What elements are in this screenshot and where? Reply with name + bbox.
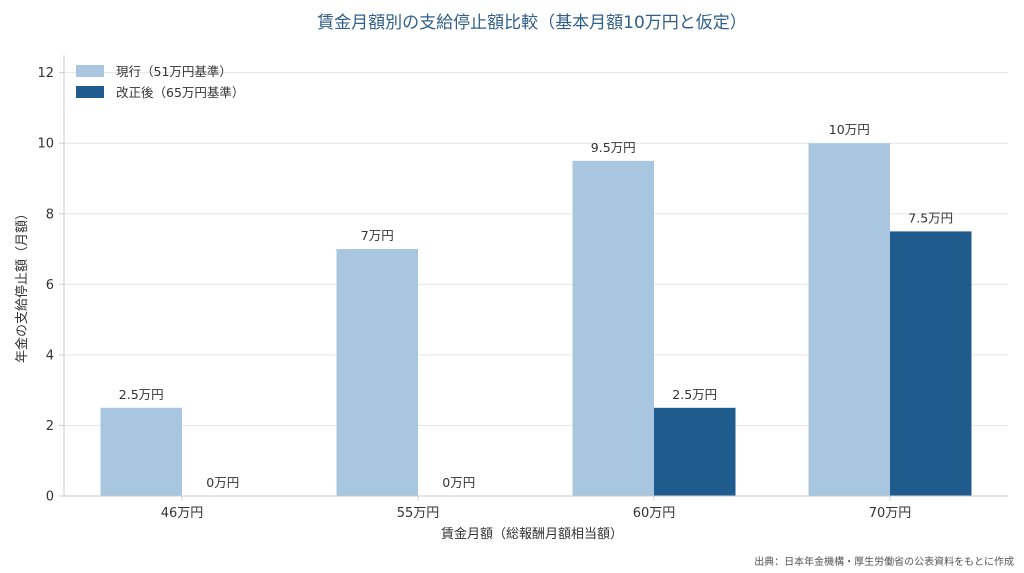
data-label: 2.5万円: [672, 387, 717, 402]
y-tick-label: 8: [46, 207, 54, 222]
y-tick-label: 12: [37, 66, 54, 81]
bar-revised: [890, 231, 972, 496]
legend-label-revised: 改正後（65万円基準）: [116, 85, 244, 100]
y-axis-label: 年金の支給停止額（月額）: [14, 207, 30, 363]
data-label: 7.5万円: [908, 210, 953, 225]
bar-current: [336, 249, 418, 496]
y-axis-ticks: 0 2 4 6 8 10 12: [37, 66, 64, 505]
x-axis-label: 賃金月額（総報酬月額相当額）: [441, 526, 623, 542]
legend-swatch-revised: [76, 86, 104, 98]
data-label: 0万円: [442, 475, 475, 490]
legend-swatch-current: [76, 65, 104, 77]
data-label: 7万円: [361, 228, 394, 243]
y-tick-label: 4: [46, 348, 54, 363]
y-tick-label: 6: [46, 278, 54, 293]
y-tick-label: 2: [46, 419, 54, 434]
bar-revised: [654, 407, 736, 496]
y-tick-label: 0: [46, 490, 54, 505]
x-axis-ticks: 46万円 55万円 60万円 70万円: [161, 496, 912, 521]
bar-current: [572, 160, 654, 496]
chart-title: 賃金月額別の支給停止額比較（基本月額10万円と仮定）: [317, 13, 747, 33]
bar-current: [808, 143, 890, 496]
data-label: 0万円: [206, 475, 239, 490]
source-note: 出典：日本年金機構・厚生労働省の公表資料をもとに作成: [754, 555, 1014, 568]
legend-label-current: 現行（51万円基準）: [116, 64, 232, 79]
bars: [100, 143, 972, 496]
data-label: 9.5万円: [591, 140, 636, 155]
x-tick-label: 55万円: [397, 506, 440, 521]
data-labels: 2.5万円 0万円 7万円 0万円 9.5万円 2.5万円 10万円 7.5万円: [119, 122, 953, 490]
data-label: 10万円: [829, 122, 870, 137]
x-tick-label: 70万円: [869, 506, 912, 521]
y-tick-label: 10: [37, 137, 54, 152]
bar-current: [100, 407, 182, 496]
data-label: 2.5万円: [119, 387, 164, 402]
x-tick-label: 46万円: [161, 506, 204, 521]
legend: 現行（51万円基準） 改正後（65万円基準）: [76, 64, 244, 100]
x-tick-label: 60万円: [633, 506, 676, 521]
